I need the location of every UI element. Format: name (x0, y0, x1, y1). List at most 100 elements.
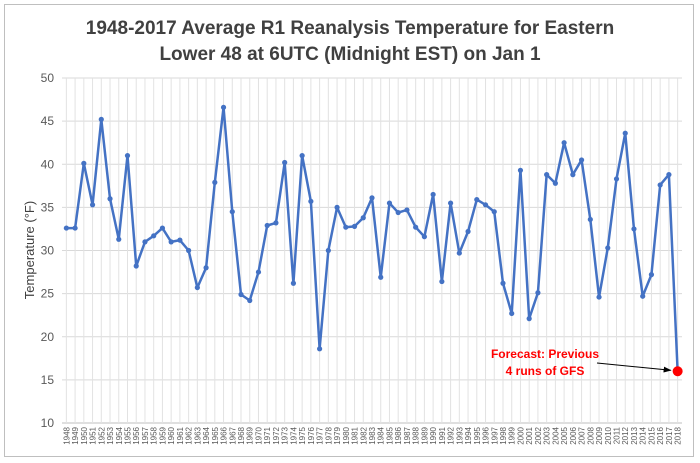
x-tick-label-1959: 1959 (158, 426, 167, 444)
x-tick-label-2013: 2013 (630, 426, 639, 444)
x-tick-label-1955: 1955 (123, 426, 132, 444)
data-point-1958 (151, 233, 157, 239)
x-tick-label-1957: 1957 (141, 426, 150, 444)
data-point-1987 (404, 207, 410, 213)
y-tick-label-20: 20 (41, 330, 55, 344)
y-tick-label-25: 25 (41, 287, 55, 301)
forecast-annotation: Forecast: Previous 4 runs of GFS (491, 347, 683, 378)
x-tick-label-1977: 1977 (316, 426, 325, 444)
data-point-2005 (561, 140, 567, 146)
x-tick-label-2000: 2000 (516, 426, 525, 444)
x-tick-label-2009: 2009 (595, 426, 604, 444)
data-point-1963 (194, 284, 200, 291)
x-tick-label-1968: 1968 (237, 426, 246, 444)
x-axis-ticks: 1948 1949 1950 1951 1952 1953 1954 1955 1956 1957… (62, 426, 682, 444)
data-point-1980 (343, 224, 349, 230)
data-point-1959 (159, 225, 166, 231)
x-tick-label-1950: 1950 (80, 426, 89, 444)
forecast-label-line-2: 4 runs of GFS (506, 364, 585, 378)
x-tick-label-2004: 2004 (551, 426, 560, 444)
x-tick-label-1981: 1981 (351, 426, 360, 444)
x-tick-label-2018: 2018 (674, 426, 683, 444)
forecast-point (672, 366, 683, 377)
data-point-1964 (203, 265, 209, 271)
data-point-1975 (299, 153, 305, 159)
data-point-1993 (456, 250, 462, 256)
data-point-1985 (386, 200, 393, 206)
x-tick-label-1963: 1963 (193, 426, 202, 444)
y-tick-label-40: 40 (41, 157, 55, 171)
x-tick-label-1989: 1989 (420, 426, 429, 444)
x-tick-label-2007: 2007 (578, 426, 587, 444)
data-point-1979 (334, 204, 340, 210)
x-tick-label-1995: 1995 (473, 426, 482, 444)
data-point-1983 (369, 195, 375, 201)
x-tick-label-1974: 1974 (289, 426, 298, 444)
data-point-2001 (526, 316, 532, 322)
x-tick-label-1994: 1994 (464, 426, 473, 444)
data-point-1998 (500, 280, 506, 286)
x-tick-label-2003: 2003 (543, 426, 552, 444)
y-tick-label-45: 45 (41, 114, 55, 128)
data-point-1970 (255, 269, 262, 275)
chart-title-line-2: Lower 48 at 6UTC (Midnight EST) on Jan 1 (159, 44, 541, 65)
data-point-1973 (282, 159, 288, 166)
data-point-1977 (317, 346, 323, 352)
data-point-1950 (81, 160, 87, 166)
data-point-1990 (430, 191, 436, 198)
data-point-1999 (509, 310, 515, 317)
x-tick-label-1991: 1991 (438, 426, 447, 444)
data-point-2011 (613, 176, 620, 182)
data-point-1961 (177, 237, 183, 243)
data-point-2008 (587, 216, 593, 223)
x-tick-label-1983: 1983 (368, 426, 377, 444)
x-tick-label-1966: 1966 (220, 426, 229, 444)
data-point-2007 (578, 157, 585, 163)
x-tick-label-1953: 1953 (106, 426, 115, 444)
x-tick-label-1969: 1969 (246, 426, 255, 444)
x-tick-label-2002: 2002 (534, 426, 543, 444)
data-point-1966 (220, 104, 227, 110)
data-point-1956 (133, 263, 139, 269)
y-axis-ticks: 10 15 20 25 30 35 40 45 50 (41, 71, 55, 430)
y-tick-label-35: 35 (41, 200, 55, 214)
series-layer (63, 104, 681, 374)
y-tick-label-50: 50 (41, 71, 55, 85)
y-axis-label: Temperature (°F) (22, 201, 37, 299)
x-tick-label-1967: 1967 (228, 426, 237, 444)
data-point-1962 (186, 247, 192, 254)
data-point-1986 (395, 209, 401, 216)
data-point-1967 (229, 209, 235, 215)
x-tick-label-2016: 2016 (656, 426, 665, 444)
x-tick-label-2015: 2015 (647, 426, 656, 444)
y-tick-label-30: 30 (41, 244, 55, 258)
x-tick-label-1952: 1952 (97, 426, 106, 444)
data-point-1991 (439, 278, 445, 285)
data-point-1954 (116, 236, 122, 242)
x-tick-label-2006: 2006 (569, 426, 578, 444)
x-tick-label-1958: 1958 (150, 426, 159, 444)
data-point-1994 (465, 228, 471, 235)
data-point-1972 (273, 220, 279, 226)
forecast-label-line-1: Forecast: Previous (491, 347, 599, 361)
x-tick-label-1986: 1986 (394, 426, 403, 444)
x-tick-label-1956: 1956 (132, 426, 141, 444)
data-point-1982 (360, 215, 366, 221)
x-tick-label-2017: 2017 (665, 426, 674, 444)
chart-title-line-1: 1948-2017 Average R1 Reanalysis Temperat… (86, 18, 614, 39)
x-tick-label-1948: 1948 (62, 426, 71, 444)
data-point-2017 (666, 172, 672, 178)
data-point-1988 (413, 224, 419, 230)
x-tick-label-1978: 1978 (324, 426, 333, 444)
data-point-1957 (142, 239, 148, 245)
data-point-1951 (89, 202, 96, 208)
forecast-arrow (596, 362, 672, 373)
x-tick-label-1972: 1972 (272, 426, 281, 444)
data-point-1965 (212, 179, 218, 185)
x-tick-label-1964: 1964 (202, 426, 211, 444)
x-tick-label-1999: 1999 (508, 426, 517, 444)
x-tick-label-1997: 1997 (490, 426, 499, 444)
data-point-1969 (247, 297, 253, 304)
data-point-1996 (482, 202, 489, 208)
